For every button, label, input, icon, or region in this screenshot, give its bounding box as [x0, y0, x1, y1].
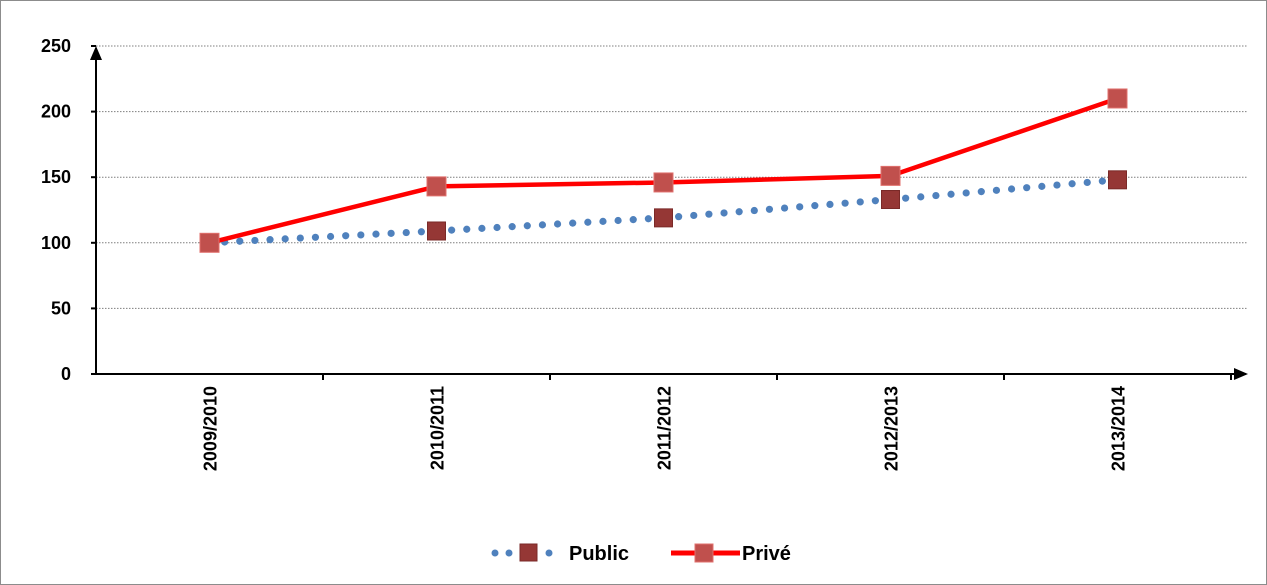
public-line-dot: [448, 226, 456, 234]
public-line-dot: [1007, 185, 1016, 193]
public-line-dot: [599, 217, 607, 225]
public-line-dot: [675, 213, 683, 221]
public-line-dot: [326, 232, 335, 241]
public-line-dot: [902, 194, 910, 202]
public-line-dot: [478, 224, 486, 232]
x-axis-arrow: [1234, 368, 1248, 380]
prive-point: [653, 172, 674, 193]
public-line-dot: [765, 205, 774, 213]
public-line-dot: [296, 234, 304, 242]
legend: Public Privé: [491, 543, 791, 565]
axes: [90, 46, 1248, 380]
public-line-dot: [523, 222, 531, 230]
public-line-dot: [1068, 180, 1076, 188]
public-line-dot: [841, 199, 849, 207]
legend-public-marker: [519, 543, 538, 562]
public-line-dot: [1023, 184, 1031, 192]
prive-point: [1107, 88, 1128, 109]
public-line-dot: [311, 233, 320, 241]
public-line-dot: [690, 211, 698, 220]
legend-public-label: Public: [569, 543, 629, 565]
public-line-dot: [614, 216, 622, 225]
public-line-dot: [538, 221, 547, 229]
public-line-dot: [372, 230, 380, 238]
public-line-dot: [962, 189, 970, 197]
public-line-dot: [977, 188, 985, 196]
public-line-dot: [750, 206, 758, 215]
legend-public-dot: [505, 549, 513, 557]
y-tick-label: 0: [61, 364, 71, 384]
y-tick-label: 250: [41, 36, 71, 56]
public-line-dot: [1083, 178, 1091, 187]
legend-prive-marker: [694, 543, 714, 563]
public-line-dot: [266, 236, 274, 244]
public-line-dot: [826, 200, 834, 209]
public-line-dot: [811, 202, 819, 210]
x-tick-label: 2009/2010: [201, 386, 221, 471]
public-line-dot: [251, 236, 259, 245]
public-line-dot: [1053, 181, 1061, 189]
public-line-dot: [463, 225, 471, 233]
public-line-dot: [493, 223, 501, 232]
public-line-dot: [705, 210, 713, 218]
prive-point: [880, 165, 901, 186]
x-tick-label: 2010/2011: [428, 386, 448, 470]
public-line-dot: [947, 190, 955, 198]
public-line-dot: [417, 228, 425, 236]
x-tick-label: 2011/2012: [655, 386, 675, 470]
public-line-dot: [992, 186, 1001, 194]
y-tick-label: 100: [41, 233, 71, 253]
public-line-dot: [735, 208, 743, 216]
y-tick-label: 200: [41, 102, 71, 122]
public-line-dot: [584, 218, 592, 226]
public-line-dot: [932, 191, 940, 200]
public-line-dot: [796, 203, 804, 211]
public-line-dot: [236, 237, 244, 245]
public-line-dot: [357, 231, 365, 239]
public-line-dot: [644, 215, 652, 223]
y-axis-arrow: [90, 46, 102, 60]
public-line-dot: [629, 216, 637, 224]
legend-prive-label: Privé: [742, 543, 791, 565]
public-line-dot: [1098, 177, 1106, 185]
public-line-dot: [569, 219, 577, 227]
legend-public-dot: [491, 549, 499, 557]
legend-item-prive: Privé: [671, 543, 791, 565]
public-point: [654, 208, 673, 228]
public-line-dot: [720, 209, 728, 217]
y-tick-labels: 0 50 100 150 200 250: [41, 36, 71, 384]
public-point: [881, 190, 900, 210]
public-line-dot: [1038, 182, 1046, 190]
public-line-dot: [508, 223, 516, 231]
x-tick-label: 2012/2013: [882, 386, 902, 471]
legend-item-public: Public: [491, 543, 629, 565]
y-tick-label: 150: [41, 167, 71, 187]
prive-point: [426, 176, 447, 197]
public-line-dot: [342, 232, 350, 240]
public-line-dot: [387, 229, 395, 237]
public-line-dot: [871, 197, 879, 205]
prive-point: [199, 232, 220, 253]
series: [199, 88, 1128, 253]
public-point: [1108, 170, 1127, 190]
public-point: [427, 221, 446, 241]
x-tick-label: 2013/2014: [1109, 386, 1129, 471]
public-line-dot: [856, 198, 864, 206]
legend-public-dot: [545, 549, 553, 557]
y-tick-label: 50: [51, 298, 71, 318]
x-tick-labels: 2009/2010 2010/2011 2011/2012 2012/2013 2013…: [201, 374, 1232, 471]
series-public-line: [205, 177, 1106, 247]
public-line-dot: [917, 193, 925, 201]
public-line-dot: [402, 228, 410, 237]
public-line-dot: [281, 235, 289, 243]
public-line-dot: [780, 204, 789, 212]
public-line-dot: [553, 220, 562, 228]
